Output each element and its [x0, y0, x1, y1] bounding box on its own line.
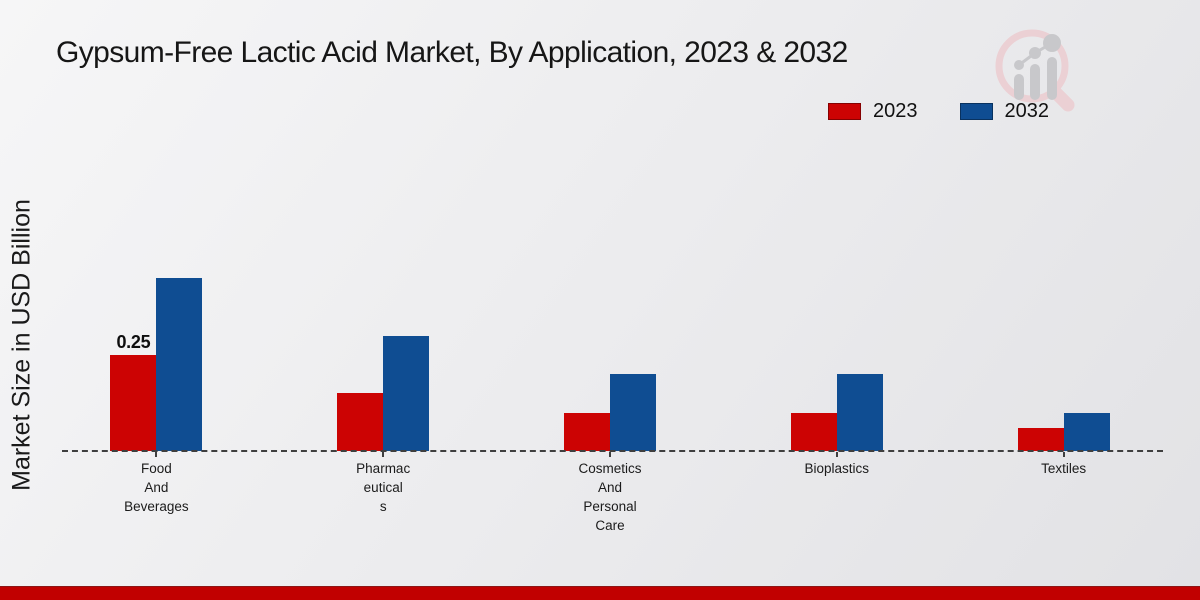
- category-label: Cosmetics And Personal Care: [578, 461, 642, 533]
- plot-area: Food And Beverages Pharmac eutical s Cosmetics…: [43, 0, 1177, 600]
- chart-title: Gypsum-Free Lactic Acid Market, By Appli…: [56, 36, 848, 69]
- category-label: Textiles: [1041, 461, 1087, 476]
- category-label: Food And Beverages: [124, 461, 189, 514]
- bar-2023-cosmetics-and-personal-care: [564, 413, 610, 451]
- bar-2023-food-and-beverages: [110, 355, 157, 451]
- bar-2023-textiles: [1017, 428, 1064, 451]
- x-axis-tick: [1062, 452, 1065, 457]
- x-axis-tick: [609, 452, 611, 457]
- x-axis-tick: [835, 452, 838, 457]
- bar-2032-textiles: [1063, 413, 1110, 451]
- bottom-accent-bar: [0, 586, 1200, 600]
- bar-2023-pharmaceuticals: [337, 393, 384, 451]
- x-axis-tick: [155, 452, 158, 457]
- category-label: Pharmac eutical s: [356, 461, 411, 514]
- bar-2032-pharmaceuticals: [383, 336, 430, 451]
- bar-2023-bioplastics: [790, 413, 837, 451]
- legend-item-2023: 2023: [828, 100, 918, 123]
- legend: 2023 2032: [828, 100, 1049, 123]
- magnifier-bar-chart-logo: [995, 29, 1075, 112]
- y-axis-label: Market Size in USD Billion: [7, 199, 36, 491]
- bar-value-label: 0.25: [116, 332, 151, 352]
- bar-2032-food-and-beverages: [156, 278, 203, 451]
- category-label: Bioplastics: [804, 461, 870, 476]
- bar-2032-bioplastics: [836, 374, 883, 451]
- x-axis-baseline: [62, 450, 1163, 452]
- legend-item-2032: 2032: [959, 100, 1050, 123]
- legend-label-2032: 2032: [1004, 100, 1050, 122]
- legend-swatch-2032: [959, 103, 993, 120]
- bar-2032-cosmetics-and-personal-care: [610, 374, 656, 451]
- legend-label-2023: 2023: [873, 100, 918, 122]
- x-axis-tick: [382, 452, 385, 457]
- legend-swatch-2023: [828, 103, 861, 120]
